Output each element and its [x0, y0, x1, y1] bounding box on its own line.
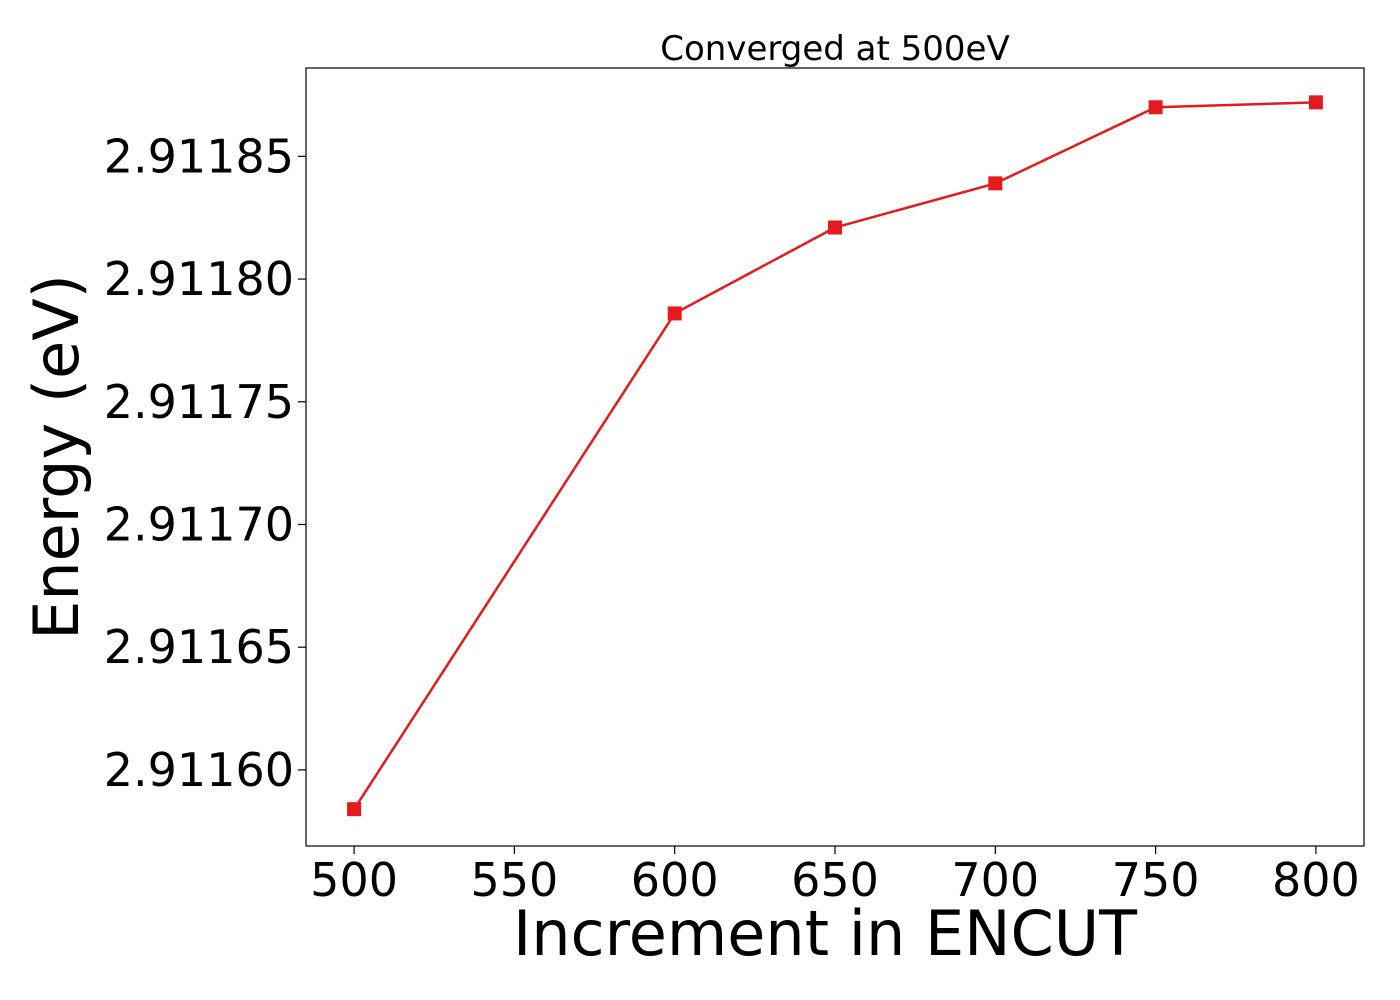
x-tick-label: 500: [310, 853, 398, 907]
data-point-marker: [1148, 100, 1163, 115]
series-line: [353, 101, 1316, 810]
y-tick-label: 2.91175: [104, 375, 294, 429]
y-tick-label: 2.91170: [104, 497, 294, 551]
data-point-marker: [347, 802, 362, 817]
chart-title: Converged at 500eV: [660, 29, 1009, 69]
data-point-marker: [667, 306, 682, 321]
x-tick-label: 750: [1112, 853, 1200, 907]
x-tick-label: 700: [951, 853, 1039, 907]
y-tick-label: 2.91165: [104, 620, 294, 674]
data-point-marker: [828, 220, 842, 235]
plot-area: [305, 67, 1365, 847]
y-axis: 2.91160 2.91165 2.91170 2.91175 2.91180 2.911…: [104, 129, 306, 797]
x-tick-label: 600: [631, 853, 719, 907]
x-tick-label: 550: [470, 853, 558, 907]
y-tick-label: 2.91185: [104, 129, 294, 183]
y-tick-label: 2.91180: [104, 252, 294, 306]
x-tick-label: 650: [791, 853, 879, 907]
x-axis: 500 550 600 650 700 750 800: [310, 846, 1360, 907]
y-axis-label: Energy (eV): [20, 274, 93, 640]
x-axis-label: Increment in ENCUT: [513, 897, 1138, 970]
series-layer: [347, 95, 1323, 817]
data-point-marker: [1308, 95, 1323, 110]
y-tick-label: 2.91160: [104, 743, 294, 797]
x-tick-label: 800: [1272, 853, 1360, 907]
data-point-marker: [988, 176, 1003, 191]
